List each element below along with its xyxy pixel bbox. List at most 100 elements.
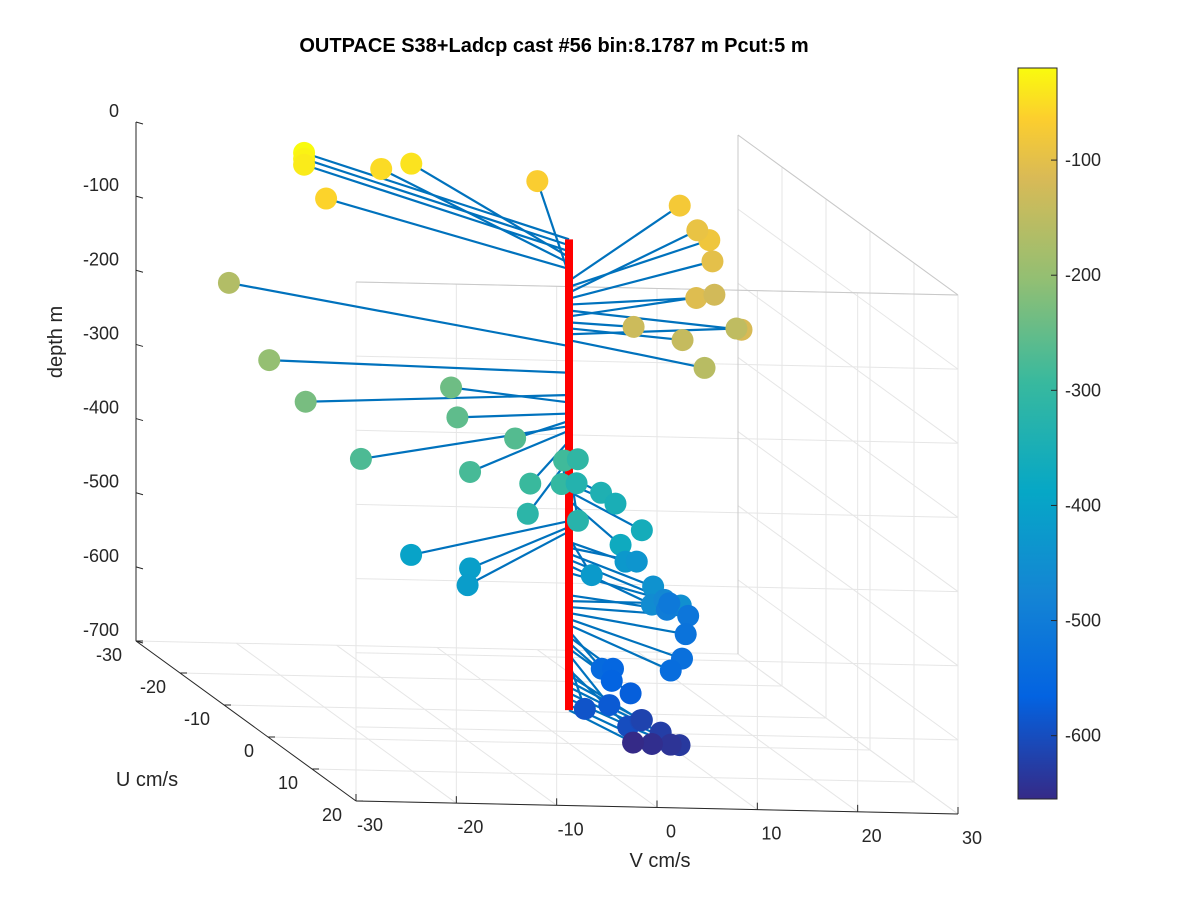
z-tick-label: 0 <box>109 101 119 121</box>
velocity-vector <box>568 339 705 370</box>
z-tick-mark <box>135 195 144 199</box>
velocity-point <box>725 317 748 340</box>
velocity-point <box>294 390 317 413</box>
grid-line-back-z <box>355 503 959 518</box>
velocity-point <box>703 283 726 306</box>
grid-line-side-z <box>737 357 959 518</box>
grid-line-floor-u <box>267 736 871 751</box>
velocity-point <box>640 732 663 755</box>
z-axis-ticks: 0 -100 -200 -300 -400 -500 -600 -700 <box>83 101 144 644</box>
v-tick-label: 30 <box>962 828 982 848</box>
velocity-point <box>459 557 482 580</box>
velocity-vector <box>469 429 570 473</box>
velocity-vector <box>536 180 571 276</box>
chart-title: OUTPACE S38+Ladcp cast #56 bin:8.1787 m … <box>299 35 808 57</box>
velocity-vector <box>325 197 570 271</box>
z-tick-label: -400 <box>83 398 119 418</box>
velocity-point <box>293 153 316 176</box>
grid-line-floor-v <box>737 653 959 815</box>
grid-line-side-z <box>737 208 959 370</box>
colorbar-tick-label: -100 <box>1065 150 1101 170</box>
velocity-point <box>625 550 648 573</box>
u-tick-label: 0 <box>244 741 254 761</box>
velocity-vector <box>568 623 672 672</box>
u-tick-label: 20 <box>322 805 342 825</box>
grid-line-floor-u <box>179 672 783 687</box>
velocity-point <box>659 659 682 682</box>
velocity-point <box>658 592 681 615</box>
v-tick-label: 20 <box>862 826 882 846</box>
velocity-point <box>677 604 700 627</box>
v-axis-label: V cm/s <box>629 850 690 872</box>
colorbar-tick-label: -300 <box>1065 380 1101 400</box>
velocity-vector <box>568 611 686 636</box>
velocity-vector <box>360 425 570 461</box>
grid-line-back-z <box>355 429 959 444</box>
axis-edge-top-side <box>737 134 959 296</box>
axis-line-u <box>135 640 357 802</box>
velocity-point <box>580 564 603 587</box>
velocity-point <box>674 623 697 646</box>
u-tick-label: 10 <box>278 773 298 793</box>
velocity-point <box>315 187 338 210</box>
velocity-point <box>573 697 596 720</box>
z-tick-mark <box>135 418 144 422</box>
grid-line-floor-v <box>336 644 557 806</box>
velocity-point <box>566 448 589 471</box>
velocity-vector <box>410 162 570 259</box>
u-tick-label: -30 <box>96 645 122 665</box>
velocity-point <box>400 152 423 175</box>
v-axis-ticks: -30 -20 -10 0 10 20 30 <box>355 794 982 848</box>
velocity-vector <box>469 525 570 570</box>
velocity-vector <box>269 359 570 374</box>
velocity-point <box>459 460 482 483</box>
grid-line-side-z <box>737 505 959 667</box>
grid-line-floor-v <box>236 642 457 804</box>
velocity-vector <box>568 499 622 546</box>
velocity-vector <box>568 327 737 336</box>
colorbar-tick-label: -600 <box>1065 726 1101 746</box>
velocity-vector <box>568 239 710 288</box>
v-tick-label: 0 <box>666 822 676 842</box>
velocity-vector <box>568 204 681 282</box>
axes-box <box>135 122 959 815</box>
z-tick-mark <box>135 121 144 125</box>
u-tick-label: -10 <box>184 709 210 729</box>
z-tick-label: -600 <box>83 546 119 566</box>
grid-line-side-z <box>737 431 959 592</box>
velocity-vector <box>410 519 570 556</box>
velocity-point <box>566 509 589 532</box>
v-tick-label: -20 <box>457 817 483 837</box>
velocity-vector <box>380 167 570 265</box>
z-tick-label: -700 <box>83 620 119 640</box>
velocity-vector <box>568 309 742 331</box>
velocity-vector <box>228 281 570 348</box>
velocity-vector <box>303 163 570 253</box>
grid-line-floor-u <box>223 704 827 719</box>
z-tick-label: -300 <box>83 323 119 343</box>
velocity-point <box>400 543 423 566</box>
grid-line-floor-u <box>311 768 915 783</box>
velocity-point <box>349 447 372 470</box>
z-tick-mark <box>135 269 144 273</box>
velocity-vector <box>568 229 698 294</box>
velocity-point <box>693 356 716 379</box>
velocity-point <box>516 502 539 525</box>
velocity-vector <box>568 296 697 306</box>
velocity-point <box>504 427 527 450</box>
grid-line-floor-u <box>135 640 739 655</box>
velocity-point <box>526 170 549 193</box>
z-axis-label: depth m <box>45 306 67 378</box>
velocity-point <box>659 733 682 756</box>
velocity-point <box>258 349 281 372</box>
velocity-point <box>446 406 469 429</box>
colorbar-tick-label: -200 <box>1065 265 1101 285</box>
grid-line-side-z <box>737 282 959 444</box>
colorbar-gradient <box>1017 67 1058 800</box>
velocity-point <box>668 194 691 217</box>
chart-grid <box>135 134 959 815</box>
velocity-point <box>630 519 653 542</box>
velocity-point <box>701 250 724 273</box>
z-tick-mark <box>135 492 144 496</box>
